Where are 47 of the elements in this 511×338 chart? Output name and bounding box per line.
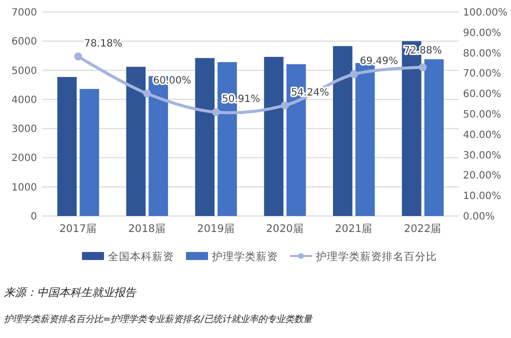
y-tick-label: 1000	[12, 182, 37, 194]
bar	[355, 63, 375, 216]
y2-tick-label: 0.00%	[463, 212, 495, 222]
y2-tick-label: 100.00%	[463, 8, 508, 18]
legend-label: 全国本科薪资	[108, 250, 174, 263]
y2-tick-label: 50.00%	[463, 110, 502, 120]
x-tick-label: 2020届	[266, 223, 304, 235]
y2-tick-label: 30.00%	[463, 150, 502, 162]
bar	[57, 76, 77, 216]
legend-label: 护理学类薪资排名百分比	[315, 250, 437, 263]
legend-label: 护理学类薪资	[211, 250, 278, 263]
y-tick-label: 7000	[12, 8, 37, 18]
y2-tick-label: 60.00%	[463, 89, 502, 100]
y-tick-label: 3000	[12, 124, 37, 136]
y-tick-label: 6000	[12, 36, 37, 48]
point	[212, 108, 220, 116]
y2-tick-label: 40.00%	[463, 130, 502, 141]
y2-tick-label: 10.00%	[463, 191, 502, 202]
bar	[332, 46, 352, 216]
source-note: 来源：中国本科生就业报告	[4, 286, 137, 299]
data-label: 54.24%	[290, 87, 330, 98]
data-label: 69.49%	[360, 56, 398, 68]
y2-tick-label: 20.00%	[463, 170, 502, 182]
x-tick-label: 2017届	[59, 223, 98, 235]
bar	[126, 66, 146, 216]
bar	[424, 59, 444, 216]
y-tick-label: 0	[30, 212, 37, 222]
x-tick-label: 2022届	[404, 223, 442, 235]
data-label: 78.18%	[84, 38, 122, 50]
point	[143, 90, 152, 98]
point	[350, 70, 358, 78]
y2-tick-label: 90.00%	[463, 28, 502, 39]
point	[280, 101, 289, 110]
y-tick-label: 2000	[12, 153, 37, 164]
y-tick-label: 5000	[12, 66, 37, 77]
bar	[80, 88, 100, 216]
y2-tick-label: 70.00%	[463, 68, 502, 80]
y2-tick-label: 80.00%	[463, 48, 502, 60]
y-tick-label: 4000	[12, 94, 37, 106]
text: 护理学类薪资排名百分比=护理学类专业薪资排名/已统计就业率的专业类数量	[4, 314, 313, 325]
x-tick-label: 2019届	[197, 223, 235, 235]
x-tick-label: 2018届	[128, 223, 166, 235]
point	[74, 52, 82, 61]
bar	[195, 58, 215, 216]
x-tick-label: 2021届	[335, 223, 373, 235]
bar	[264, 56, 284, 216]
point	[418, 63, 427, 72]
